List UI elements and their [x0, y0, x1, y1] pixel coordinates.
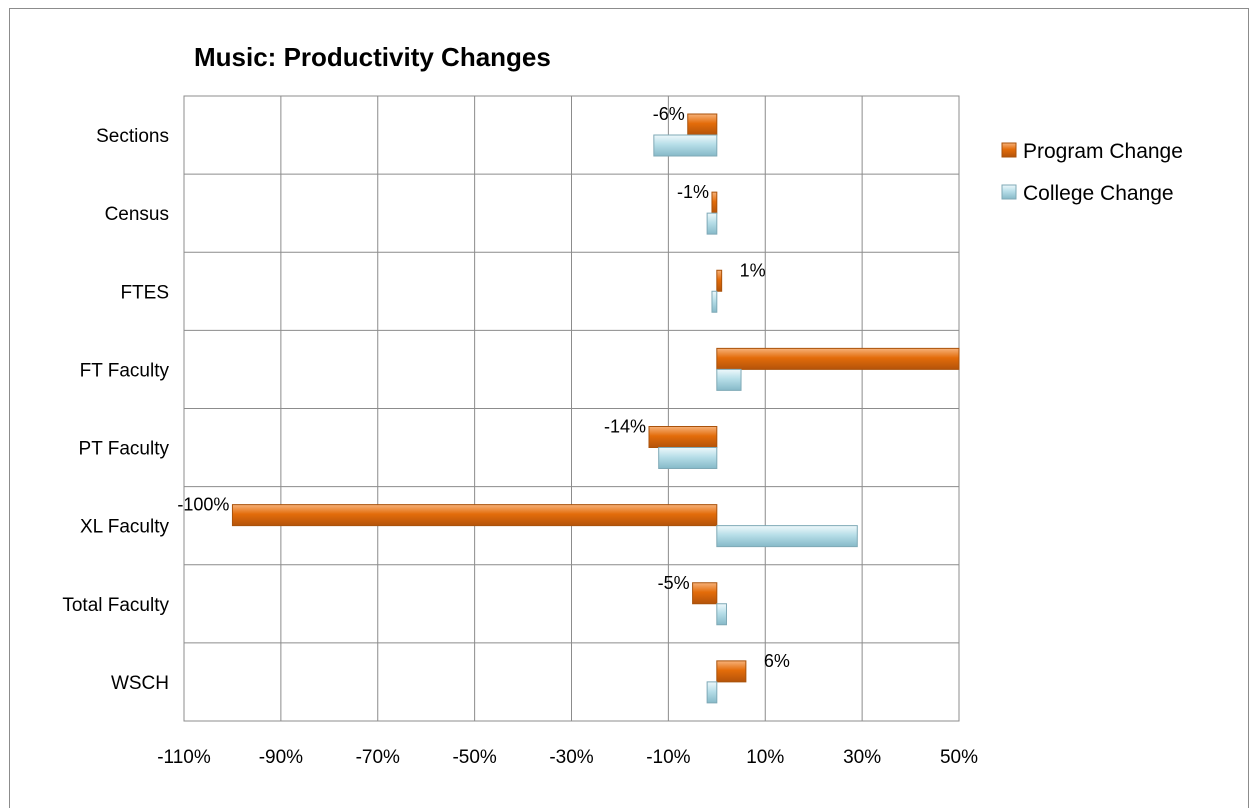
bar-program-change [716, 347, 960, 370]
category-label: WSCH [111, 673, 169, 694]
bar-program-change [711, 191, 718, 214]
x-tick-label: 10% [746, 747, 784, 768]
legend-label: College Change [1023, 182, 1174, 205]
category-label: XL Faculty [80, 517, 170, 538]
category-label: Census [105, 204, 169, 225]
chart-frame [9, 8, 1249, 808]
category-label: PT Faculty [79, 439, 170, 460]
x-tick-label: 30% [843, 747, 881, 768]
data-label: -100% [177, 495, 229, 515]
x-tick-label: -110% [157, 747, 211, 768]
bar-program-change [692, 582, 718, 605]
data-label: -6% [653, 104, 685, 124]
category-label: Sections [96, 126, 169, 147]
legend-swatch [1001, 142, 1017, 158]
x-tick-label: -90% [259, 747, 303, 768]
category-label: FTES [120, 282, 169, 303]
bar-college-change [706, 212, 718, 235]
category-label: Total Faculty [62, 595, 169, 616]
data-label: -5% [658, 573, 690, 593]
bar-college-change [653, 134, 718, 157]
legend-swatch [1001, 184, 1017, 200]
x-tick-label: 50% [940, 747, 978, 768]
chart-svg: Music: Productivity Changes -110% -90% -70… [62, 42, 1183, 768]
bar-program-change [687, 113, 718, 136]
x-tick-label: -10% [646, 747, 690, 768]
bar-program-change [648, 426, 718, 448]
bar-college-change [711, 290, 718, 313]
data-label: 6% [764, 651, 790, 671]
data-label: -14% [604, 417, 646, 437]
data-label: -1% [677, 182, 709, 202]
x-tick-label: -30% [549, 747, 593, 768]
bar-college-change [706, 681, 718, 704]
bar-college-change [658, 447, 718, 469]
x-tick-label: -50% [452, 747, 496, 768]
bar-program-change [716, 269, 723, 292]
bar-program-change [716, 660, 747, 683]
category-label: FT Faculty [80, 360, 170, 381]
bar-college-change [716, 368, 742, 391]
legend-label: Program Change [1023, 140, 1183, 163]
bar-program-change [231, 504, 718, 527]
data-label: 1% [740, 260, 766, 280]
bar-college-change [716, 525, 858, 548]
x-tick-label: -70% [356, 747, 400, 768]
bar-college-change [716, 603, 727, 626]
chart-title: Music: Productivity Changes [194, 42, 551, 72]
